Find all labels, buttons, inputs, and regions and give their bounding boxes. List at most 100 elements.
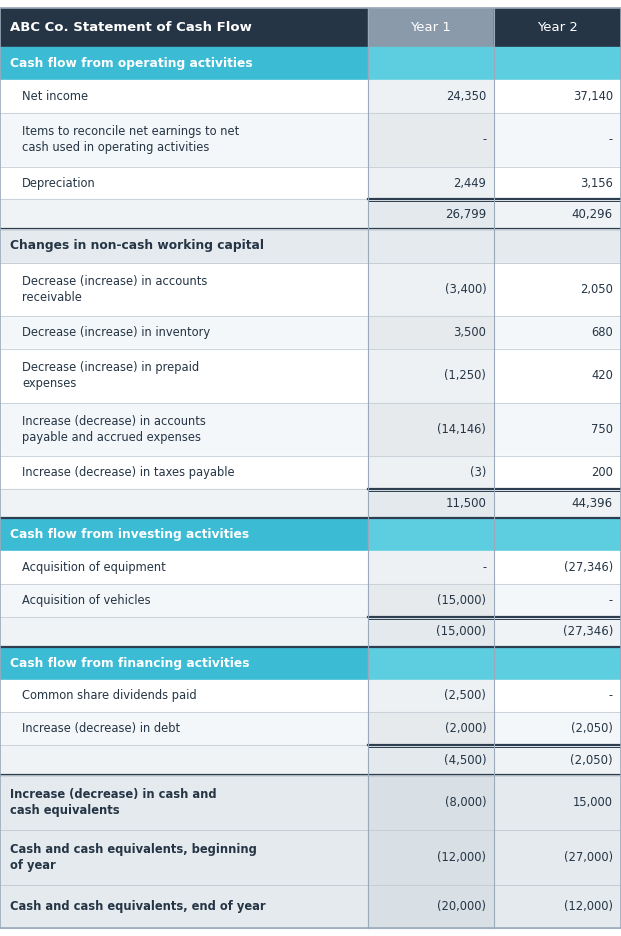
Text: 680: 680	[591, 326, 613, 339]
Bar	[368, 551, 494, 584]
Bar	[368, 584, 494, 617]
Bar	[368, 316, 494, 349]
Bar	[494, 885, 621, 928]
Text: (2,500): (2,500)	[445, 690, 486, 703]
Text: (27,000): (27,000)	[564, 851, 613, 864]
Text: (2,000): (2,000)	[445, 723, 486, 736]
Text: Cash flow from operating activities: Cash flow from operating activities	[10, 57, 253, 70]
Bar	[368, 775, 494, 830]
Bar	[0, 8, 368, 47]
Text: (8,000): (8,000)	[445, 796, 486, 809]
Bar	[368, 680, 494, 712]
Bar	[368, 402, 494, 456]
Bar	[494, 47, 621, 80]
Text: Common share dividends paid: Common share dividends paid	[22, 690, 197, 703]
Text: -: -	[482, 562, 486, 575]
Bar	[368, 647, 494, 680]
Text: (3,400): (3,400)	[445, 283, 486, 296]
Bar	[494, 830, 621, 885]
Text: (2,050): (2,050)	[570, 753, 613, 767]
Bar	[368, 199, 494, 229]
Bar	[368, 489, 494, 519]
Text: 15,000: 15,000	[573, 796, 613, 809]
Bar	[0, 167, 368, 199]
Text: Cash and cash equivalents, beginning
of year: Cash and cash equivalents, beginning of …	[10, 843, 257, 872]
Text: Increase (decrease) in cash and
cash equivalents: Increase (decrease) in cash and cash equ…	[10, 788, 217, 817]
Bar	[368, 167, 494, 199]
Text: (4,500): (4,500)	[443, 753, 486, 767]
Text: (20,000): (20,000)	[437, 900, 486, 914]
Bar	[0, 263, 368, 316]
Text: Acquisition of equipment: Acquisition of equipment	[22, 562, 166, 575]
Bar	[494, 489, 621, 519]
Bar	[368, 456, 494, 489]
Bar	[0, 745, 368, 775]
Bar	[0, 47, 368, 80]
Text: Decrease (increase) in prepaid
expenses: Decrease (increase) in prepaid expenses	[22, 361, 199, 390]
Text: (2,050): (2,050)	[571, 723, 613, 736]
Text: 11,500: 11,500	[445, 497, 486, 510]
Text: Decrease (increase) in accounts
receivable: Decrease (increase) in accounts receivab…	[22, 275, 207, 304]
Bar	[0, 680, 368, 712]
Text: (27,346): (27,346)	[564, 562, 613, 575]
Text: 40,296: 40,296	[572, 208, 613, 221]
Bar	[494, 680, 621, 712]
Bar	[368, 830, 494, 885]
Bar	[0, 775, 368, 830]
Text: 24,350: 24,350	[446, 90, 486, 103]
Bar	[0, 113, 368, 167]
Bar	[494, 8, 621, 47]
Text: Increase (decrease) in accounts
payable and accrued expenses: Increase (decrease) in accounts payable …	[22, 415, 206, 444]
Bar	[368, 885, 494, 928]
Bar	[0, 830, 368, 885]
Bar	[368, 113, 494, 167]
Text: Decrease (increase) in inventory: Decrease (increase) in inventory	[22, 326, 210, 339]
Bar	[368, 263, 494, 316]
Text: (12,000): (12,000)	[437, 851, 486, 864]
Text: Items to reconcile net earnings to net
cash used in operating activities: Items to reconcile net earnings to net c…	[22, 125, 239, 154]
Text: ABC Co. Statement of Cash Flow: ABC Co. Statement of Cash Flow	[10, 22, 252, 34]
Bar	[368, 745, 494, 775]
Text: 3,156: 3,156	[580, 177, 613, 189]
Text: (15,000): (15,000)	[437, 625, 486, 638]
Bar	[0, 489, 368, 519]
Bar	[368, 712, 494, 745]
Text: 37,140: 37,140	[573, 90, 613, 103]
Text: -: -	[609, 594, 613, 607]
Text: 420: 420	[591, 370, 613, 382]
Bar	[494, 199, 621, 229]
Bar	[0, 519, 368, 551]
Text: (14,146): (14,146)	[437, 423, 486, 436]
Bar	[0, 402, 368, 456]
Bar	[494, 80, 621, 113]
Text: Cash flow from financing activities: Cash flow from financing activities	[10, 656, 250, 669]
Text: Cash flow from investing activities: Cash flow from investing activities	[10, 528, 249, 541]
Bar	[494, 712, 621, 745]
Bar	[0, 456, 368, 489]
Bar	[0, 199, 368, 229]
Bar	[0, 617, 368, 647]
Text: 2,449: 2,449	[453, 177, 486, 189]
Text: 44,396: 44,396	[572, 497, 613, 510]
Bar	[494, 113, 621, 167]
Text: 3,500: 3,500	[453, 326, 486, 339]
Bar	[494, 617, 621, 647]
Text: (12,000): (12,000)	[564, 900, 613, 914]
Bar	[0, 80, 368, 113]
Text: Cash and cash equivalents, end of year: Cash and cash equivalents, end of year	[10, 900, 266, 914]
Text: Depreciation: Depreciation	[22, 177, 96, 189]
Bar	[368, 617, 494, 647]
Text: Increase (decrease) in taxes payable: Increase (decrease) in taxes payable	[22, 466, 235, 479]
Text: Changes in non-cash working capital: Changes in non-cash working capital	[10, 240, 264, 253]
Bar	[0, 551, 368, 584]
Text: 200: 200	[591, 466, 613, 479]
Bar	[494, 647, 621, 680]
Text: -: -	[482, 133, 486, 146]
Text: 26,799: 26,799	[445, 208, 486, 221]
Bar	[494, 349, 621, 402]
Text: (3): (3)	[470, 466, 486, 479]
Bar	[494, 584, 621, 617]
Bar	[0, 584, 368, 617]
Text: Increase (decrease) in debt: Increase (decrease) in debt	[22, 723, 180, 736]
Bar	[368, 519, 494, 551]
